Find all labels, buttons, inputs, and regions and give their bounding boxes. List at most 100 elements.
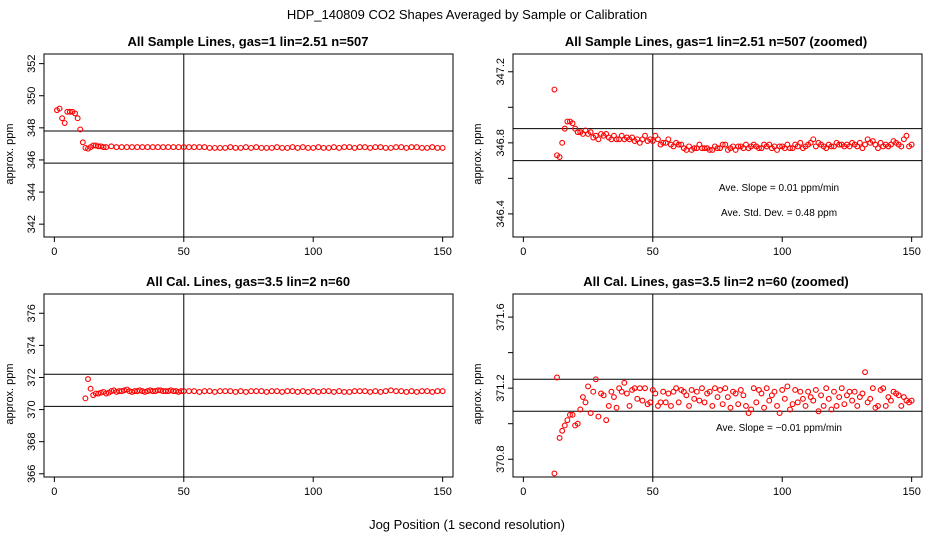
data-point <box>387 144 394 151</box>
data-point <box>222 388 229 395</box>
x-tick-label: 0 <box>520 246 526 258</box>
y-tick-label: 346 <box>26 151 38 169</box>
data-point <box>797 388 804 395</box>
data-point <box>621 379 628 386</box>
data-point <box>613 136 620 143</box>
data-point <box>875 402 881 409</box>
x-tick-label: 150 <box>433 486 451 498</box>
data-point <box>642 132 648 139</box>
y-tick-label: 370 <box>26 400 38 418</box>
panel-title: All Cal. Lines, gas=3.5 lin=2 n=60 <box>146 274 350 289</box>
data-point <box>206 388 213 395</box>
data-point <box>356 144 363 151</box>
data-point <box>675 141 682 148</box>
x-tick-label: 50 <box>178 486 190 498</box>
data-point <box>191 388 198 395</box>
data-point <box>305 144 311 151</box>
data-point <box>758 390 765 397</box>
data-point <box>294 388 301 395</box>
data-point <box>595 136 602 143</box>
data-point <box>836 141 843 148</box>
data-point <box>439 388 446 395</box>
data-point <box>794 399 801 406</box>
data-point <box>434 144 441 151</box>
data-point <box>284 388 291 395</box>
data-point <box>413 388 420 395</box>
plot-frame <box>43 293 454 478</box>
data-point <box>87 385 94 392</box>
data-point <box>667 402 674 409</box>
y-tick-label: 371.2 <box>495 374 507 402</box>
data-point <box>639 397 646 404</box>
data-point <box>310 144 317 151</box>
data-point <box>367 388 374 395</box>
data-point <box>551 470 558 477</box>
data-point <box>320 388 327 395</box>
data-point <box>660 139 667 146</box>
data-point <box>85 376 91 383</box>
data-point <box>825 395 832 402</box>
data-point <box>657 399 664 406</box>
data-point <box>77 126 84 133</box>
data-point <box>724 394 731 400</box>
data-point <box>341 388 348 395</box>
data-point <box>372 144 379 151</box>
x-tick-label: 50 <box>647 246 659 258</box>
data-point <box>330 388 337 395</box>
data-point <box>201 388 208 395</box>
data-point <box>237 388 244 395</box>
data-point <box>191 144 198 151</box>
data-point <box>823 385 830 392</box>
y-axis-label: approx. ppm <box>4 363 16 424</box>
y-tick-label: 370.8 <box>495 445 507 473</box>
data-point <box>828 143 835 150</box>
panel-sample-lines: All Sample Lines, gas=1 lin=2.51 n=507 a… <box>4 34 454 258</box>
data-point <box>766 397 773 404</box>
data-point <box>626 402 633 409</box>
data-point <box>613 404 620 411</box>
data-point <box>315 144 322 151</box>
data-point <box>587 410 594 416</box>
data-point <box>315 388 322 395</box>
data-point <box>320 144 327 151</box>
data-point <box>815 408 822 415</box>
data-point <box>382 144 389 151</box>
data-point <box>284 144 291 151</box>
data-point <box>699 385 705 392</box>
data-point <box>175 144 182 151</box>
plot-frame <box>43 53 454 238</box>
y-tick-label: 371.6 <box>495 303 507 331</box>
data-point <box>789 401 796 408</box>
data-point <box>898 402 905 409</box>
data-point <box>851 388 858 395</box>
data-point <box>833 402 840 409</box>
data-point <box>662 399 669 406</box>
plot-area: 0 50 100 150 370.8 371.2 371.6 <box>495 293 923 498</box>
data-point <box>701 399 708 406</box>
data-point <box>248 144 255 151</box>
data-point <box>429 144 436 151</box>
data-point <box>372 388 379 395</box>
data-point <box>867 395 874 402</box>
data-point <box>869 385 876 392</box>
data-point <box>211 388 218 395</box>
data-point <box>574 129 581 136</box>
data-point <box>387 387 394 394</box>
data-point <box>561 422 568 429</box>
data-point <box>551 86 558 93</box>
data-point <box>206 144 213 151</box>
data-point <box>691 145 698 152</box>
data-point <box>693 388 700 395</box>
data-point <box>253 388 260 395</box>
data-point <box>227 144 234 151</box>
data-point <box>761 404 768 411</box>
data-point <box>299 388 306 395</box>
data-point <box>880 385 887 392</box>
data-point <box>574 420 581 427</box>
data-point <box>717 386 724 393</box>
y-axis-label: approx. ppm <box>472 123 484 184</box>
data-point <box>719 401 726 408</box>
data-point <box>232 144 239 151</box>
data-point <box>336 144 343 151</box>
data-point <box>248 388 255 395</box>
